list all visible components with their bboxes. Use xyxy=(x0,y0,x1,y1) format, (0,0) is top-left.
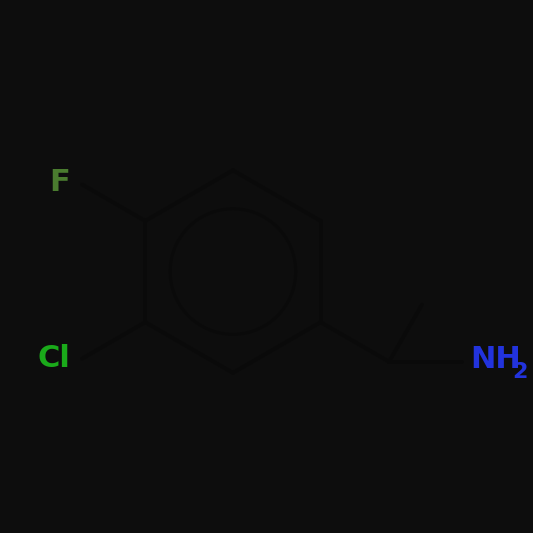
Text: NH: NH xyxy=(470,345,521,374)
Text: Cl: Cl xyxy=(37,344,70,373)
Text: F: F xyxy=(49,168,70,197)
Text: 2: 2 xyxy=(513,362,528,382)
